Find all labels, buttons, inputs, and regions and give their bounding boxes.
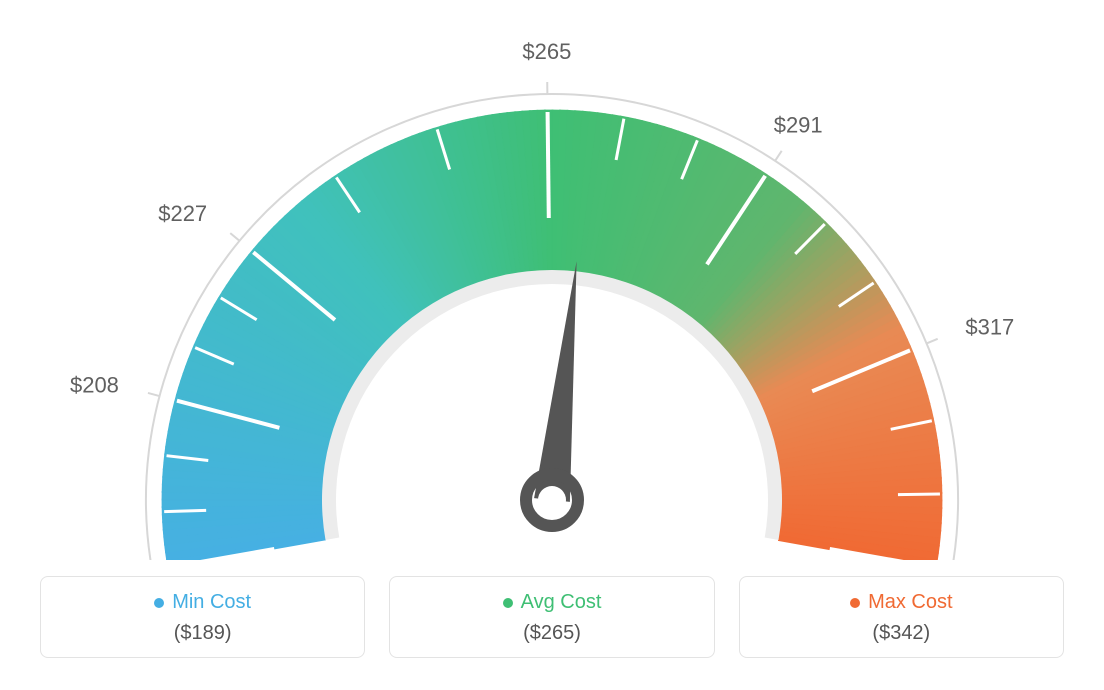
legend-value-min: ($189) bbox=[49, 622, 356, 645]
dot-icon bbox=[850, 598, 860, 608]
tick-label: $208 bbox=[70, 372, 119, 397]
gauge-needle bbox=[534, 261, 577, 502]
legend-card-avg: Avg Cost ($265) bbox=[389, 576, 714, 658]
tick-label: $265 bbox=[522, 39, 571, 64]
tick-label: $317 bbox=[965, 314, 1014, 339]
minor-tick bbox=[164, 510, 206, 511]
legend-card-max: Max Cost ($342) bbox=[739, 576, 1064, 658]
legend-label-min: Min Cost bbox=[172, 591, 251, 614]
legend-value-avg: ($265) bbox=[398, 622, 705, 645]
tick-label: $227 bbox=[158, 201, 207, 226]
legend-label-max: Max Cost bbox=[868, 591, 952, 614]
minor-tick bbox=[898, 494, 940, 495]
cost-gauge-chart: $189$208$227$265$291$317$342 bbox=[0, 0, 1104, 560]
dot-icon bbox=[503, 598, 513, 608]
legend-value-max: ($342) bbox=[748, 622, 1055, 645]
legend-label-avg: Avg Cost bbox=[521, 591, 602, 614]
tick-label: $291 bbox=[774, 113, 823, 138]
legend-card-min: Min Cost ($189) bbox=[40, 576, 365, 658]
major-tick bbox=[548, 112, 549, 218]
legend-row: Min Cost ($189) Avg Cost ($265) Max Cost… bbox=[0, 576, 1104, 658]
dot-icon bbox=[154, 598, 164, 608]
